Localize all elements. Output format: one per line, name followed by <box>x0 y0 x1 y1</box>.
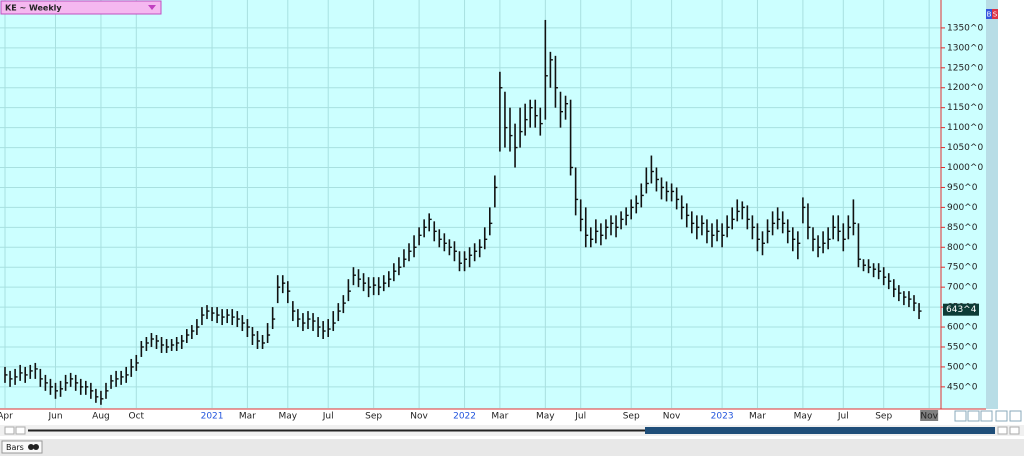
y-tick-label: 1200^0 <box>947 83 983 93</box>
y-tick-label: 900^0 <box>947 203 978 213</box>
x-tick-label: Nov <box>410 412 428 422</box>
x-tick-label: Mar <box>491 412 508 422</box>
y-tick-label: 500^0 <box>947 362 978 372</box>
scroll-rail <box>28 429 993 432</box>
tab-icon <box>28 444 34 450</box>
y-axis: 450^0500^0550^0600^0650^0700^0750^0800^0… <box>941 23 983 392</box>
side-strip <box>986 0 998 409</box>
grid <box>0 0 941 408</box>
last-price-marker <box>943 303 979 316</box>
x-tick-label: Sep <box>875 412 892 422</box>
badge-label: S <box>993 11 998 19</box>
zoom-button[interactable] <box>995 410 1008 422</box>
x-tick-label: Mar <box>749 412 766 422</box>
zoom-button[interactable] <box>954 410 967 422</box>
x-tick-label: Mar <box>239 412 256 422</box>
bars <box>4 19 922 405</box>
y-tick-label: 750^0 <box>947 263 978 273</box>
y-tick-label: 1250^0 <box>947 63 983 73</box>
symbol-dropdown[interactable] <box>0 0 162 15</box>
y-tick-label: 800^0 <box>947 243 978 253</box>
x-axis: Apr Jun Aug Oct 2021 Mar May Jul Sep Nov 2022 Mar Ma… <box>0 410 939 422</box>
x-tick-label: Sep <box>365 412 382 422</box>
x-tick-label: Nov <box>920 412 938 422</box>
y-tick-label: 700^0 <box>947 283 978 293</box>
chart-title: KE ~ Weekly <box>5 4 62 13</box>
last-price-label: 643^4 <box>946 305 977 315</box>
x-tick-label: Jun <box>47 412 62 422</box>
x-tick-label: May <box>278 412 297 422</box>
x-tick-label: 2023 <box>711 412 734 422</box>
y-tick-label: 450^0 <box>947 382 978 392</box>
x-tick-label: 2022 <box>453 412 476 422</box>
x-tick-label: Jul <box>322 412 334 422</box>
x-tick-label: May <box>536 412 555 422</box>
scroll-thumb[interactable] <box>645 427 995 434</box>
x-tick-label: 2021 <box>201 412 224 422</box>
zoom-button[interactable] <box>1009 410 1022 422</box>
y-tick-label: 1150^0 <box>947 103 983 113</box>
scroll-right[interactable] <box>1009 426 1020 435</box>
zoom-button[interactable] <box>980 410 993 422</box>
badge-label: B <box>987 11 992 19</box>
zoom-buttons <box>954 410 1022 422</box>
scroll-step-left[interactable] <box>15 426 26 435</box>
y-tick-label: 1000^0 <box>947 163 983 173</box>
bars-tab[interactable] <box>1 440 43 454</box>
x-tick-label: Aug <box>92 412 110 422</box>
y-tick-label: 1350^0 <box>947 23 983 33</box>
plot-background <box>0 0 986 409</box>
zoom-button[interactable] <box>967 410 980 422</box>
x-label-highlight <box>920 410 939 421</box>
y-tick-label: 600^0 <box>947 323 978 333</box>
x-tick-label: Nov <box>663 412 681 422</box>
y-tick-label: 1050^0 <box>947 143 983 153</box>
y-tick-label: 850^0 <box>947 223 978 233</box>
scroll-step-right[interactable] <box>997 426 1008 435</box>
tab-label: Bars <box>6 443 24 452</box>
badge[interactable] <box>992 9 998 19</box>
x-tick-label: Jul <box>837 412 849 422</box>
x-tick-label: Oct <box>129 412 145 422</box>
badge[interactable] <box>986 9 992 19</box>
dropdown-arrow <box>148 5 156 10</box>
x-tick-label: May <box>794 412 813 422</box>
x-tick-label: Apr <box>0 412 13 422</box>
tab-bar <box>0 439 1024 456</box>
y-tick-label: 1300^0 <box>947 43 983 53</box>
tab-icon <box>33 444 39 450</box>
x-tick-label: Sep <box>623 412 640 422</box>
y-tick-label: 550^0 <box>947 342 978 352</box>
scroll-left[interactable] <box>4 426 15 435</box>
y-tick-label: 950^0 <box>947 183 978 193</box>
x-tick-label: Jul <box>574 412 586 422</box>
y-tick-label: 1100^0 <box>947 123 983 133</box>
